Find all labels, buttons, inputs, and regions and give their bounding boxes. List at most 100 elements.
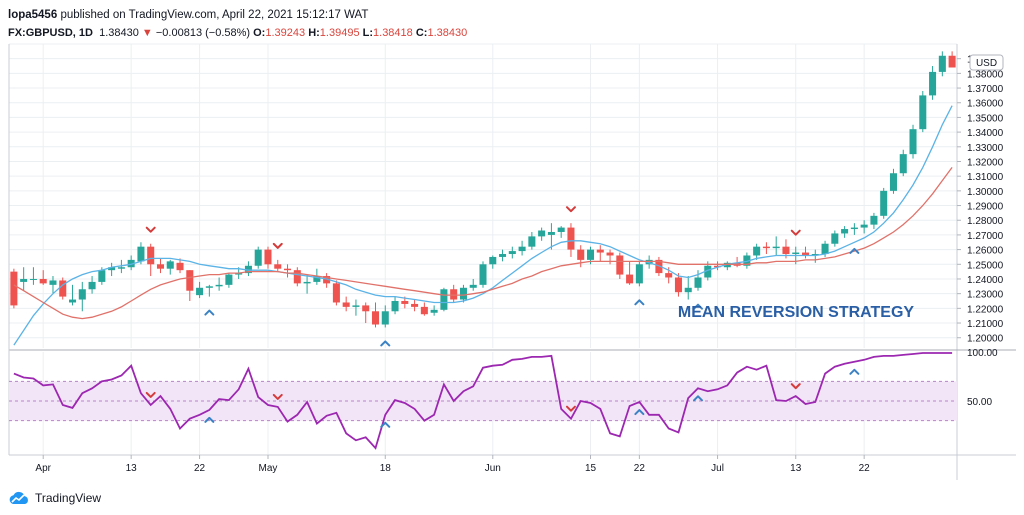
candle-body[interactable] xyxy=(528,236,536,247)
candle-body[interactable] xyxy=(665,273,673,278)
candle-body[interactable] xyxy=(420,306,428,315)
candle-body[interactable] xyxy=(215,284,223,287)
candle-body[interactable] xyxy=(166,261,174,269)
candle-body[interactable] xyxy=(352,305,360,307)
candle-body[interactable] xyxy=(499,254,507,257)
candle-body[interactable] xyxy=(704,265,712,278)
candle-body[interactable] xyxy=(127,259,135,268)
candle-body[interactable] xyxy=(782,246,790,255)
candle-body[interactable] xyxy=(401,301,409,304)
candle-body[interactable] xyxy=(78,289,86,300)
candle-body[interactable] xyxy=(29,278,37,280)
candle-body[interactable] xyxy=(332,283,340,303)
candle-body[interactable] xyxy=(440,289,448,310)
candle-body[interactable] xyxy=(626,274,634,284)
candle-body[interactable] xyxy=(98,270,106,282)
candle-body[interactable] xyxy=(147,246,155,265)
candle-body[interactable] xyxy=(899,154,907,174)
candle-body[interactable] xyxy=(205,286,213,288)
candle-body[interactable] xyxy=(264,249,272,265)
candle-body[interactable] xyxy=(137,246,145,262)
candle-body[interactable] xyxy=(801,252,810,256)
candle-body[interactable] xyxy=(225,274,233,285)
candle-body[interactable] xyxy=(792,252,800,255)
candle-body[interactable] xyxy=(606,252,614,256)
candle-body[interactable] xyxy=(616,255,624,275)
candle-body[interactable] xyxy=(557,227,565,232)
candle-body[interactable] xyxy=(450,289,458,300)
candle-body[interactable] xyxy=(811,254,819,256)
candle-body[interactable] xyxy=(293,270,301,284)
candle-body[interactable] xyxy=(49,280,57,285)
candle-body[interactable] xyxy=(489,256,497,265)
candle-body[interactable] xyxy=(889,173,897,191)
candle-body[interactable] xyxy=(508,251,516,255)
candle-body[interactable] xyxy=(518,246,526,252)
candle-body[interactable] xyxy=(684,287,692,293)
candle-body[interactable] xyxy=(586,249,595,260)
candle-body[interactable] xyxy=(313,276,321,282)
candle-body[interactable] xyxy=(909,129,917,155)
symbol-name[interactable]: FX:GBPUSD, 1D xyxy=(8,27,93,39)
candle-body[interactable] xyxy=(645,259,653,265)
candle-body[interactable] xyxy=(303,281,311,284)
candle-body[interactable] xyxy=(284,268,292,271)
candle-body[interactable] xyxy=(762,246,770,249)
candle-body[interactable] xyxy=(459,287,467,300)
candle-body[interactable] xyxy=(547,231,555,235)
candle-body[interactable] xyxy=(69,299,77,303)
candle-body[interactable] xyxy=(596,249,604,253)
candle-body[interactable] xyxy=(371,311,380,325)
candle-body[interactable] xyxy=(743,255,751,266)
candle-body[interactable] xyxy=(88,281,96,290)
candle-body[interactable] xyxy=(880,190,888,216)
candle-body[interactable] xyxy=(244,265,252,274)
candle-body[interactable] xyxy=(674,277,682,293)
candle-body[interactable] xyxy=(577,249,585,260)
candle-body[interactable] xyxy=(411,303,419,307)
candle-body[interactable] xyxy=(254,249,262,266)
candle-body[interactable] xyxy=(772,246,780,249)
candle-body[interactable] xyxy=(831,233,839,244)
candle-body[interactable] xyxy=(59,280,67,297)
candle-body[interactable] xyxy=(479,264,487,285)
candle-body[interactable] xyxy=(919,95,927,130)
publisher-name[interactable]: lopa5456 xyxy=(8,9,58,21)
candle-body[interactable] xyxy=(635,264,643,284)
candle-body[interactable] xyxy=(186,270,194,291)
candle-body[interactable] xyxy=(753,246,761,256)
candle-body[interactable] xyxy=(20,278,28,282)
candle-body[interactable] xyxy=(342,302,350,307)
candle-body[interactable] xyxy=(108,267,116,271)
candle-body[interactable] xyxy=(870,215,878,225)
candle-body[interactable] xyxy=(723,262,731,268)
footer-brand[interactable]: TradingView xyxy=(8,490,101,506)
candle-body[interactable] xyxy=(938,55,946,72)
candle-body[interactable] xyxy=(860,224,868,228)
candle-body[interactable] xyxy=(714,265,722,268)
candle-body[interactable] xyxy=(117,267,125,269)
candle-body[interactable] xyxy=(323,276,331,284)
candle-body[interactable] xyxy=(391,301,399,312)
candle-body[interactable] xyxy=(929,71,937,96)
candle-body[interactable] xyxy=(538,230,546,237)
candle-body[interactable] xyxy=(196,287,204,296)
candle-body[interactable] xyxy=(381,311,389,325)
candle-body[interactable] xyxy=(39,278,47,284)
candle-body[interactable] xyxy=(156,264,165,269)
candle-body[interactable] xyxy=(850,227,858,230)
candle-body[interactable] xyxy=(948,55,956,68)
candle-body[interactable] xyxy=(469,284,477,288)
candle-body[interactable] xyxy=(274,264,282,269)
candle-body[interactable] xyxy=(841,229,849,234)
candle-body[interactable] xyxy=(430,309,438,313)
candle-body[interactable] xyxy=(821,243,829,255)
candle-body[interactable] xyxy=(567,227,575,250)
candle-body[interactable] xyxy=(10,271,18,306)
candle-body[interactable] xyxy=(694,277,702,288)
candle-body[interactable] xyxy=(362,305,370,312)
candle-body[interactable] xyxy=(176,262,184,271)
candle-body[interactable] xyxy=(235,273,243,275)
currency-badge[interactable] xyxy=(969,54,1004,71)
